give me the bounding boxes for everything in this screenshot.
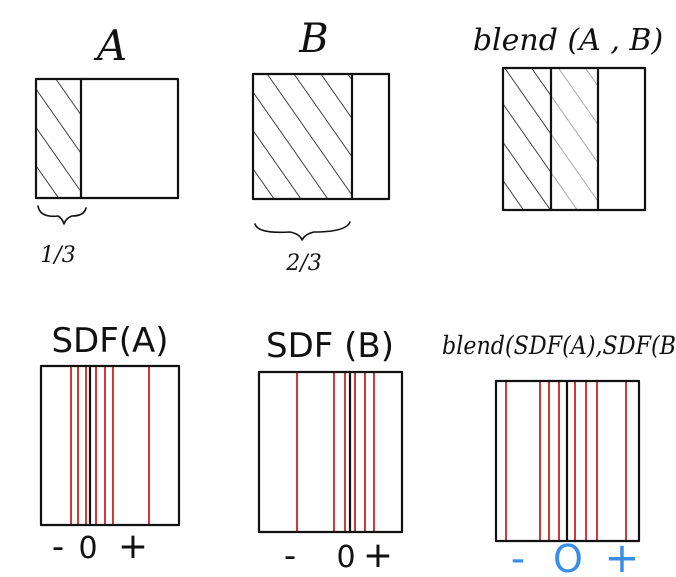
panel-sdf-a: SDF(A) - 0 + bbox=[39, 321, 181, 567]
panel-blend-sdf-box bbox=[494, 379, 641, 543]
panel-a-fraction-label: 1/3 bbox=[40, 243, 75, 268]
panel-blend-sdf: blend(SDF(A),SDF(B - O + bbox=[442, 331, 676, 577]
sdf-b-zero-label: 0 bbox=[336, 540, 355, 575]
panel-a-hatched-region bbox=[36, 80, 81, 198]
blend-sdf-plus-label: + bbox=[604, 533, 639, 577]
sdf-a-zero-label: 0 bbox=[78, 531, 97, 566]
sdf-a-minus-label: - bbox=[52, 527, 64, 567]
panel-sdf-b-contours bbox=[296, 373, 375, 532]
panel-sdf-b: SDF (B) - 0 + bbox=[257, 326, 404, 576]
panel-sdf-a-title: SDF(A) bbox=[51, 321, 168, 361]
panel-sdf-b-box bbox=[257, 370, 404, 534]
panel-sdf-a-contours bbox=[70, 367, 150, 524]
panel-a-box bbox=[34, 77, 180, 200]
panel-blend-box bbox=[501, 66, 647, 212]
panel-b-brace bbox=[254, 221, 351, 241]
sdf-b-plus-label: + bbox=[363, 535, 393, 576]
panel-b-fraction-label: 2/3 bbox=[285, 251, 321, 276]
panel-b: B 2/3 bbox=[251, 16, 391, 276]
panel-a-brace bbox=[37, 205, 87, 225]
panel-blend-sdf-title: blend(SDF(A),SDF(B bbox=[442, 331, 676, 360]
panel-b-title: B bbox=[298, 16, 328, 62]
panel-a: A 1/3 bbox=[34, 21, 180, 268]
panel-b-hatched-region bbox=[253, 75, 352, 198]
panel-a-title: A bbox=[93, 21, 127, 70]
panel-blend-hatched-light bbox=[551, 69, 598, 209]
sdf-a-plus-label: + bbox=[118, 526, 148, 567]
blend-sdf-zero-label: O bbox=[553, 537, 583, 577]
panel-blend-hatched-dense bbox=[503, 69, 551, 209]
panel-blend: blend (A , B) bbox=[473, 23, 663, 212]
blend-sdf-minus-label: - bbox=[511, 536, 525, 577]
panel-b-box bbox=[251, 72, 391, 201]
panel-sdf-b-title: SDF (B) bbox=[266, 326, 394, 366]
panel-sdf-a-box bbox=[39, 364, 181, 527]
panel-blend-sdf-contours bbox=[505, 382, 627, 540]
sdf-b-minus-label: - bbox=[284, 536, 296, 576]
panel-blend-title: blend (A , B) bbox=[473, 23, 663, 58]
